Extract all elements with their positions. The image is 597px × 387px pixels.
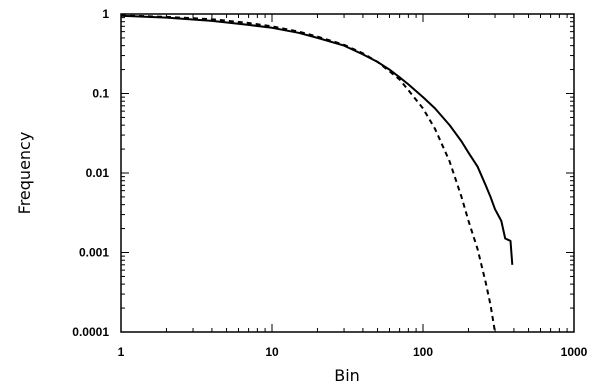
y-axis-label: Frequency	[15, 132, 34, 215]
dashed-series-line	[120, 14, 496, 333]
y-tick-label: 0.1	[92, 87, 109, 101]
y-tick-label: 0.0001	[72, 325, 109, 339]
x-tick-label: 100	[413, 345, 433, 359]
x-tick-label: 1	[118, 345, 125, 359]
tick-group: 1 10 100 1000 1 0.1 0.01 0.001 0.0001	[72, 7, 587, 359]
x-tick-label: 1000	[561, 345, 588, 359]
x-tick-label: 10	[265, 345, 279, 359]
plot-frame	[120, 13, 575, 333]
y-tick-label: 1	[102, 7, 109, 21]
y-tick-label: 0.01	[86, 166, 110, 180]
y-tick-label: 0.001	[79, 246, 109, 260]
x-axis-label: Bin	[334, 366, 360, 385]
solid-series-line	[120, 14, 514, 265]
series-group	[120, 14, 514, 333]
